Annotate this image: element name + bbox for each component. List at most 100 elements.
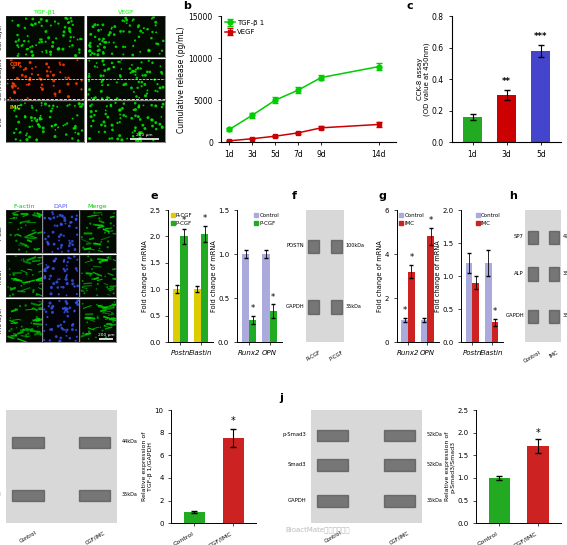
Text: *: *	[182, 216, 186, 226]
Point	[322, 99, 331, 107]
Point	[46, 265, 55, 274]
Point	[347, 31, 356, 40]
Point	[129, 76, 138, 85]
Point	[72, 198, 81, 207]
Bar	[428, 237, 434, 342]
Text: GAPDH: GAPDH	[285, 304, 304, 309]
Point	[397, 132, 407, 141]
Text: POSTN: POSTN	[286, 243, 304, 248]
Point	[541, 13, 550, 21]
Point	[226, 56, 235, 64]
Point	[206, 79, 215, 88]
Point	[490, 86, 500, 94]
Bar	[263, 254, 270, 342]
Point	[358, 45, 367, 54]
Point	[230, 187, 239, 196]
Point	[240, 143, 249, 152]
Point	[290, 210, 299, 219]
Text: **: **	[502, 77, 511, 86]
Bar	[549, 310, 559, 323]
Legend: R-CGF, P-CGF: R-CGF, P-CGF	[171, 213, 193, 226]
Point	[246, 194, 255, 203]
Point	[180, 267, 189, 276]
Point	[222, 62, 231, 70]
Text: *: *	[403, 306, 407, 315]
Bar	[308, 300, 319, 314]
Point	[254, 46, 263, 54]
Point	[272, 223, 281, 232]
Text: TGF-β1: TGF-β1	[0, 439, 1, 444]
Point	[273, 108, 282, 117]
Point	[199, 83, 208, 92]
Point	[202, 165, 211, 174]
Point	[86, 244, 95, 253]
Bar	[249, 320, 256, 342]
Point	[282, 42, 291, 51]
Bar	[489, 478, 510, 523]
Point	[369, 29, 378, 38]
Point	[116, 117, 125, 126]
Point	[387, 51, 396, 60]
Point	[205, 114, 214, 123]
Bar	[317, 495, 349, 507]
Point	[280, 15, 289, 23]
Point	[206, 14, 215, 22]
Text: 52kDa: 52kDa	[426, 462, 442, 467]
Point	[223, 180, 232, 189]
Point	[269, 221, 278, 229]
Text: 200 μm: 200 μm	[136, 134, 153, 137]
Y-axis label: CGF/IMC bilayers: CGF/IMC bilayers	[0, 58, 3, 100]
Point	[196, 108, 205, 117]
Bar	[497, 95, 516, 142]
Point	[109, 77, 118, 86]
Point	[82, 101, 91, 110]
Bar	[527, 268, 538, 281]
Point	[248, 71, 257, 80]
Text: 100kDa: 100kDa	[345, 243, 365, 248]
Point	[275, 187, 284, 196]
Point	[304, 4, 314, 13]
Text: Control: Control	[323, 530, 342, 544]
Point	[302, 88, 311, 97]
Point	[222, 161, 231, 170]
Point	[279, 16, 288, 25]
Bar	[466, 263, 472, 342]
Bar	[317, 430, 349, 441]
Y-axis label: CGF layer: CGF layer	[0, 24, 3, 50]
Point	[257, 83, 266, 92]
Text: 35kDa: 35kDa	[121, 493, 137, 498]
Text: GAPDH: GAPDH	[0, 493, 1, 498]
Text: GAPDH: GAPDH	[505, 313, 524, 318]
Text: *: *	[493, 307, 497, 316]
Point	[323, 44, 332, 52]
Point	[332, 273, 341, 282]
Point	[112, 209, 121, 218]
Bar	[79, 490, 111, 501]
Point	[359, 207, 369, 215]
Point	[87, 41, 96, 50]
Point	[189, 72, 198, 81]
Point	[350, 196, 359, 204]
Bar	[463, 117, 482, 142]
Point	[374, 166, 383, 175]
Point	[261, 8, 270, 17]
Point	[265, 29, 274, 38]
Point	[331, 87, 340, 96]
Point	[346, 171, 355, 180]
Point	[540, 31, 549, 39]
Point	[150, 39, 159, 48]
Point	[180, 218, 189, 227]
Bar	[549, 268, 559, 281]
Text: ***: ***	[534, 32, 548, 41]
Y-axis label: Fold change of mRNA: Fold change of mRNA	[435, 240, 441, 312]
Text: *: *	[231, 416, 235, 426]
Point	[157, 2, 166, 11]
Bar	[485, 263, 492, 342]
Point	[327, 202, 336, 211]
Point	[281, 183, 290, 192]
Text: IMC: IMC	[10, 105, 21, 110]
Point	[338, 248, 348, 257]
Point	[489, 66, 498, 75]
Y-axis label: Fold change of mRNA: Fold change of mRNA	[142, 240, 148, 312]
Bar	[527, 231, 538, 244]
